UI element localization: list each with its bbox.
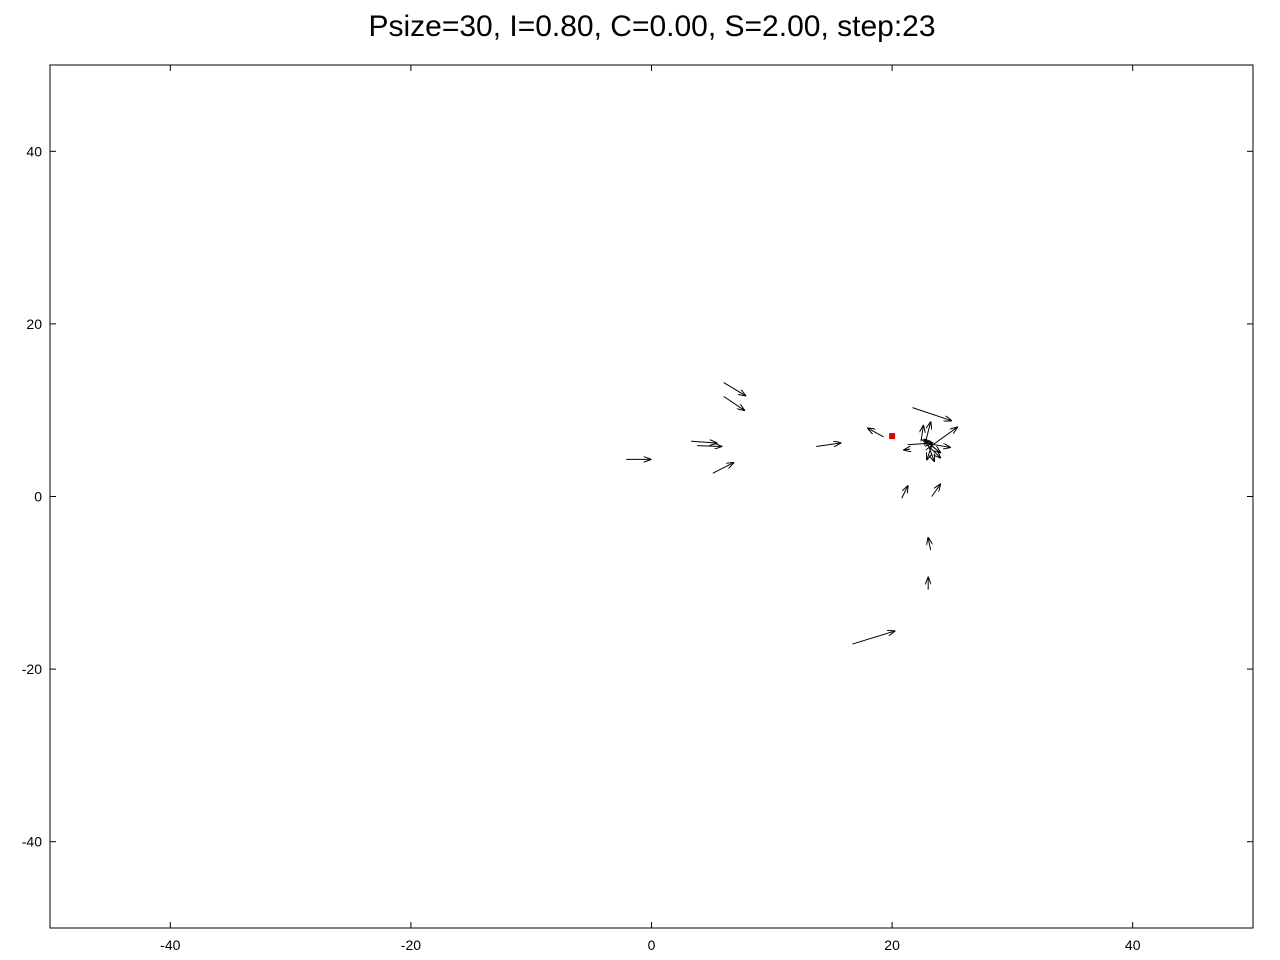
target-layer — [889, 433, 896, 440]
y-tick-label: -20 — [22, 661, 42, 677]
y-tick-label: 0 — [34, 489, 42, 505]
velocity-arrow — [927, 441, 934, 459]
velocity-arrow — [697, 446, 721, 447]
x-tick-label: 0 — [648, 937, 656, 953]
velocity-arrow — [929, 444, 949, 447]
velocity-arrow — [928, 538, 930, 551]
velocity-arrow — [901, 486, 908, 499]
velocity-arrows — [626, 382, 957, 645]
x-tick-label: -40 — [160, 937, 180, 953]
y-tick-label: 40 — [26, 143, 42, 159]
velocity-arrow — [925, 427, 957, 451]
x-tick-label: 40 — [1125, 937, 1141, 953]
velocity-arrow — [868, 428, 884, 438]
velocity-arrow — [904, 449, 910, 450]
velocity-arrow — [931, 484, 940, 497]
velocity-arrow — [852, 631, 894, 645]
tick-labels: -40 -20 0 20 40 40 20 0 -20 -40 — [22, 143, 1141, 953]
plot-frame — [49, 64, 1254, 929]
tick-marks — [50, 65, 1253, 928]
velocity-arrow — [925, 440, 939, 452]
velocity-arrow — [712, 463, 733, 474]
velocity-arrow — [912, 407, 951, 421]
x-tick-label: 20 — [884, 937, 900, 953]
x-tick-label: -20 — [401, 937, 421, 953]
y-tick-label: -40 — [22, 834, 42, 850]
target-marker — [889, 433, 896, 440]
velocity-arrow — [691, 441, 716, 443]
velocity-arrow — [723, 382, 746, 396]
velocity-arrow — [723, 395, 744, 410]
velocity-arrow — [816, 443, 840, 446]
y-tick-label: 20 — [26, 316, 42, 332]
chart-title: Psize=30, I=0.80, C=0.00, S=2.00, step:2… — [368, 10, 935, 43]
